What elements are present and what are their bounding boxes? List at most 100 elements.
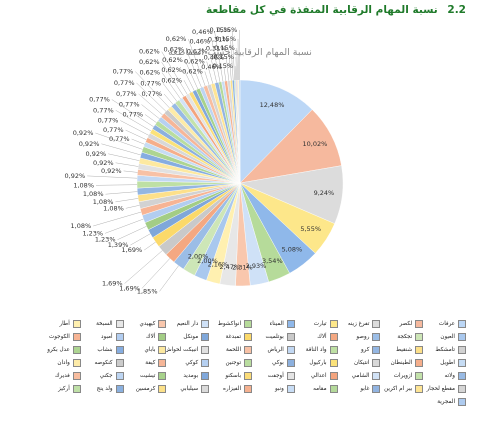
data-label: 2,31%	[232, 263, 253, 271]
leader-line	[115, 198, 139, 203]
legend-item: مونكل	[166, 331, 210, 342]
data-label: 5,08%	[282, 246, 303, 254]
legend-item: واد الناقة	[295, 344, 338, 355]
data-label: 0,62%	[139, 58, 160, 66]
data-label: 2,47%	[219, 263, 240, 271]
legend-item: الطينطان	[380, 357, 424, 368]
legend-label: باباي	[144, 346, 156, 353]
legend-item: أركيز	[38, 383, 81, 394]
legend-swatch	[115, 358, 124, 367]
leader-line	[101, 143, 141, 156]
legend-label: ازويرات	[393, 372, 413, 379]
leader-line	[188, 38, 206, 87]
data-label: 0,77%	[140, 79, 161, 87]
legend-item: بوتلميت	[252, 331, 295, 342]
legend-item: وادان	[38, 357, 81, 368]
leader-line	[115, 110, 152, 132]
legend-label: سيلبابي	[180, 385, 199, 392]
legend-swatch	[158, 345, 167, 354]
data-label: 0,77%	[122, 111, 143, 119]
leader-line	[159, 265, 179, 292]
leader-line	[163, 93, 174, 105]
data-label: 0,62%	[162, 56, 183, 64]
data-label: 9,24%	[314, 189, 335, 197]
leader-line	[124, 250, 163, 284]
legend-label: المجرية	[437, 398, 455, 405]
leader-line	[131, 138, 145, 145]
data-label: 0,92%	[101, 167, 122, 175]
section-title: نسبة المهام الرقابية المنفذة في كل مقاطع…	[206, 4, 438, 16]
data-label: 1,08%	[71, 222, 92, 230]
legend-item: اطويل	[423, 357, 466, 368]
legend-label: اطويل	[440, 359, 455, 366]
legend-swatch	[458, 358, 466, 367]
legend-swatch	[458, 384, 466, 393]
legend-label: تفرغ زينه	[347, 320, 370, 327]
legend-swatch	[115, 345, 124, 354]
legend-label: بنشاب	[97, 346, 113, 353]
legend-item: سيلبابي	[166, 383, 210, 394]
legend-label: كنكوصه	[94, 359, 113, 366]
leader-line	[135, 71, 170, 109]
leader-line	[209, 51, 217, 83]
data-label: 0,31%	[206, 45, 227, 53]
leader-line	[183, 80, 191, 93]
legend-item: الميناء	[252, 318, 295, 329]
legend-label: شنقيط	[396, 346, 413, 353]
legend-swatch	[244, 332, 253, 341]
data-label: 0,62%	[182, 67, 203, 75]
legend-item: ولد ينج	[81, 383, 124, 394]
data-label: 1,08%	[83, 190, 104, 198]
leader-line	[117, 226, 147, 240]
legend-swatch	[372, 371, 381, 380]
legend-item: روصو	[338, 331, 381, 342]
legend-label: تجكجة	[397, 333, 413, 340]
legend-swatch	[72, 332, 81, 341]
legend-label: بومديد	[183, 372, 199, 379]
data-label: 0,15%	[209, 26, 230, 34]
legend-swatch	[286, 384, 295, 393]
leader-line	[228, 48, 232, 81]
legend-swatch	[415, 332, 424, 341]
leader-line	[183, 70, 195, 91]
legend-swatch	[115, 319, 124, 328]
legend-item: الفيزاره	[209, 383, 253, 394]
data-label: 10,02%	[303, 140, 328, 148]
legend-label: الفيزاره	[222, 385, 242, 392]
legend-label: الطينطان	[390, 359, 413, 366]
leader-line	[226, 57, 229, 81]
legend-item: ونبو	[252, 383, 295, 394]
data-label: 5,55%	[300, 225, 321, 233]
legend-swatch	[72, 384, 81, 393]
data-label: 0,77%	[103, 126, 124, 134]
pie-slices	[136, 79, 344, 287]
legend-label: انواكشوط	[217, 320, 242, 327]
legend-label: انتيكان	[354, 359, 370, 366]
legend-swatch	[244, 319, 253, 328]
legend-item: انبيكت لحواش	[166, 344, 210, 355]
legend-swatch	[415, 345, 424, 354]
data-label: 0,46%	[192, 28, 213, 36]
legend-swatch	[115, 384, 124, 393]
legend-item: كوكي	[166, 357, 210, 368]
data-label: 0,62%	[187, 48, 208, 56]
legend-label: تيشيت	[139, 372, 156, 379]
data-label: 0,15%	[212, 62, 233, 70]
legend-item: مقامه	[295, 383, 338, 394]
leader-line	[144, 241, 156, 251]
legend-label: دار النعيم	[176, 320, 199, 327]
data-label: 0,46%	[189, 38, 210, 46]
legend-label: بوكي	[272, 359, 284, 366]
legend-label: كرمسين	[135, 385, 156, 392]
legend-item: غابو	[338, 383, 381, 394]
legend-item: كرو	[338, 344, 381, 355]
legend-label: بوتلميت	[265, 333, 284, 340]
data-label: 0,15%	[213, 53, 234, 61]
leader-line	[123, 170, 138, 173]
legend-swatch	[201, 319, 210, 328]
legend-item: جكني	[81, 370, 124, 381]
legend-label: روصو	[356, 333, 370, 340]
legend-label: باركيول	[309, 359, 327, 366]
legend-label: توجنين	[225, 359, 242, 366]
legend-item: باركيول	[295, 357, 338, 368]
